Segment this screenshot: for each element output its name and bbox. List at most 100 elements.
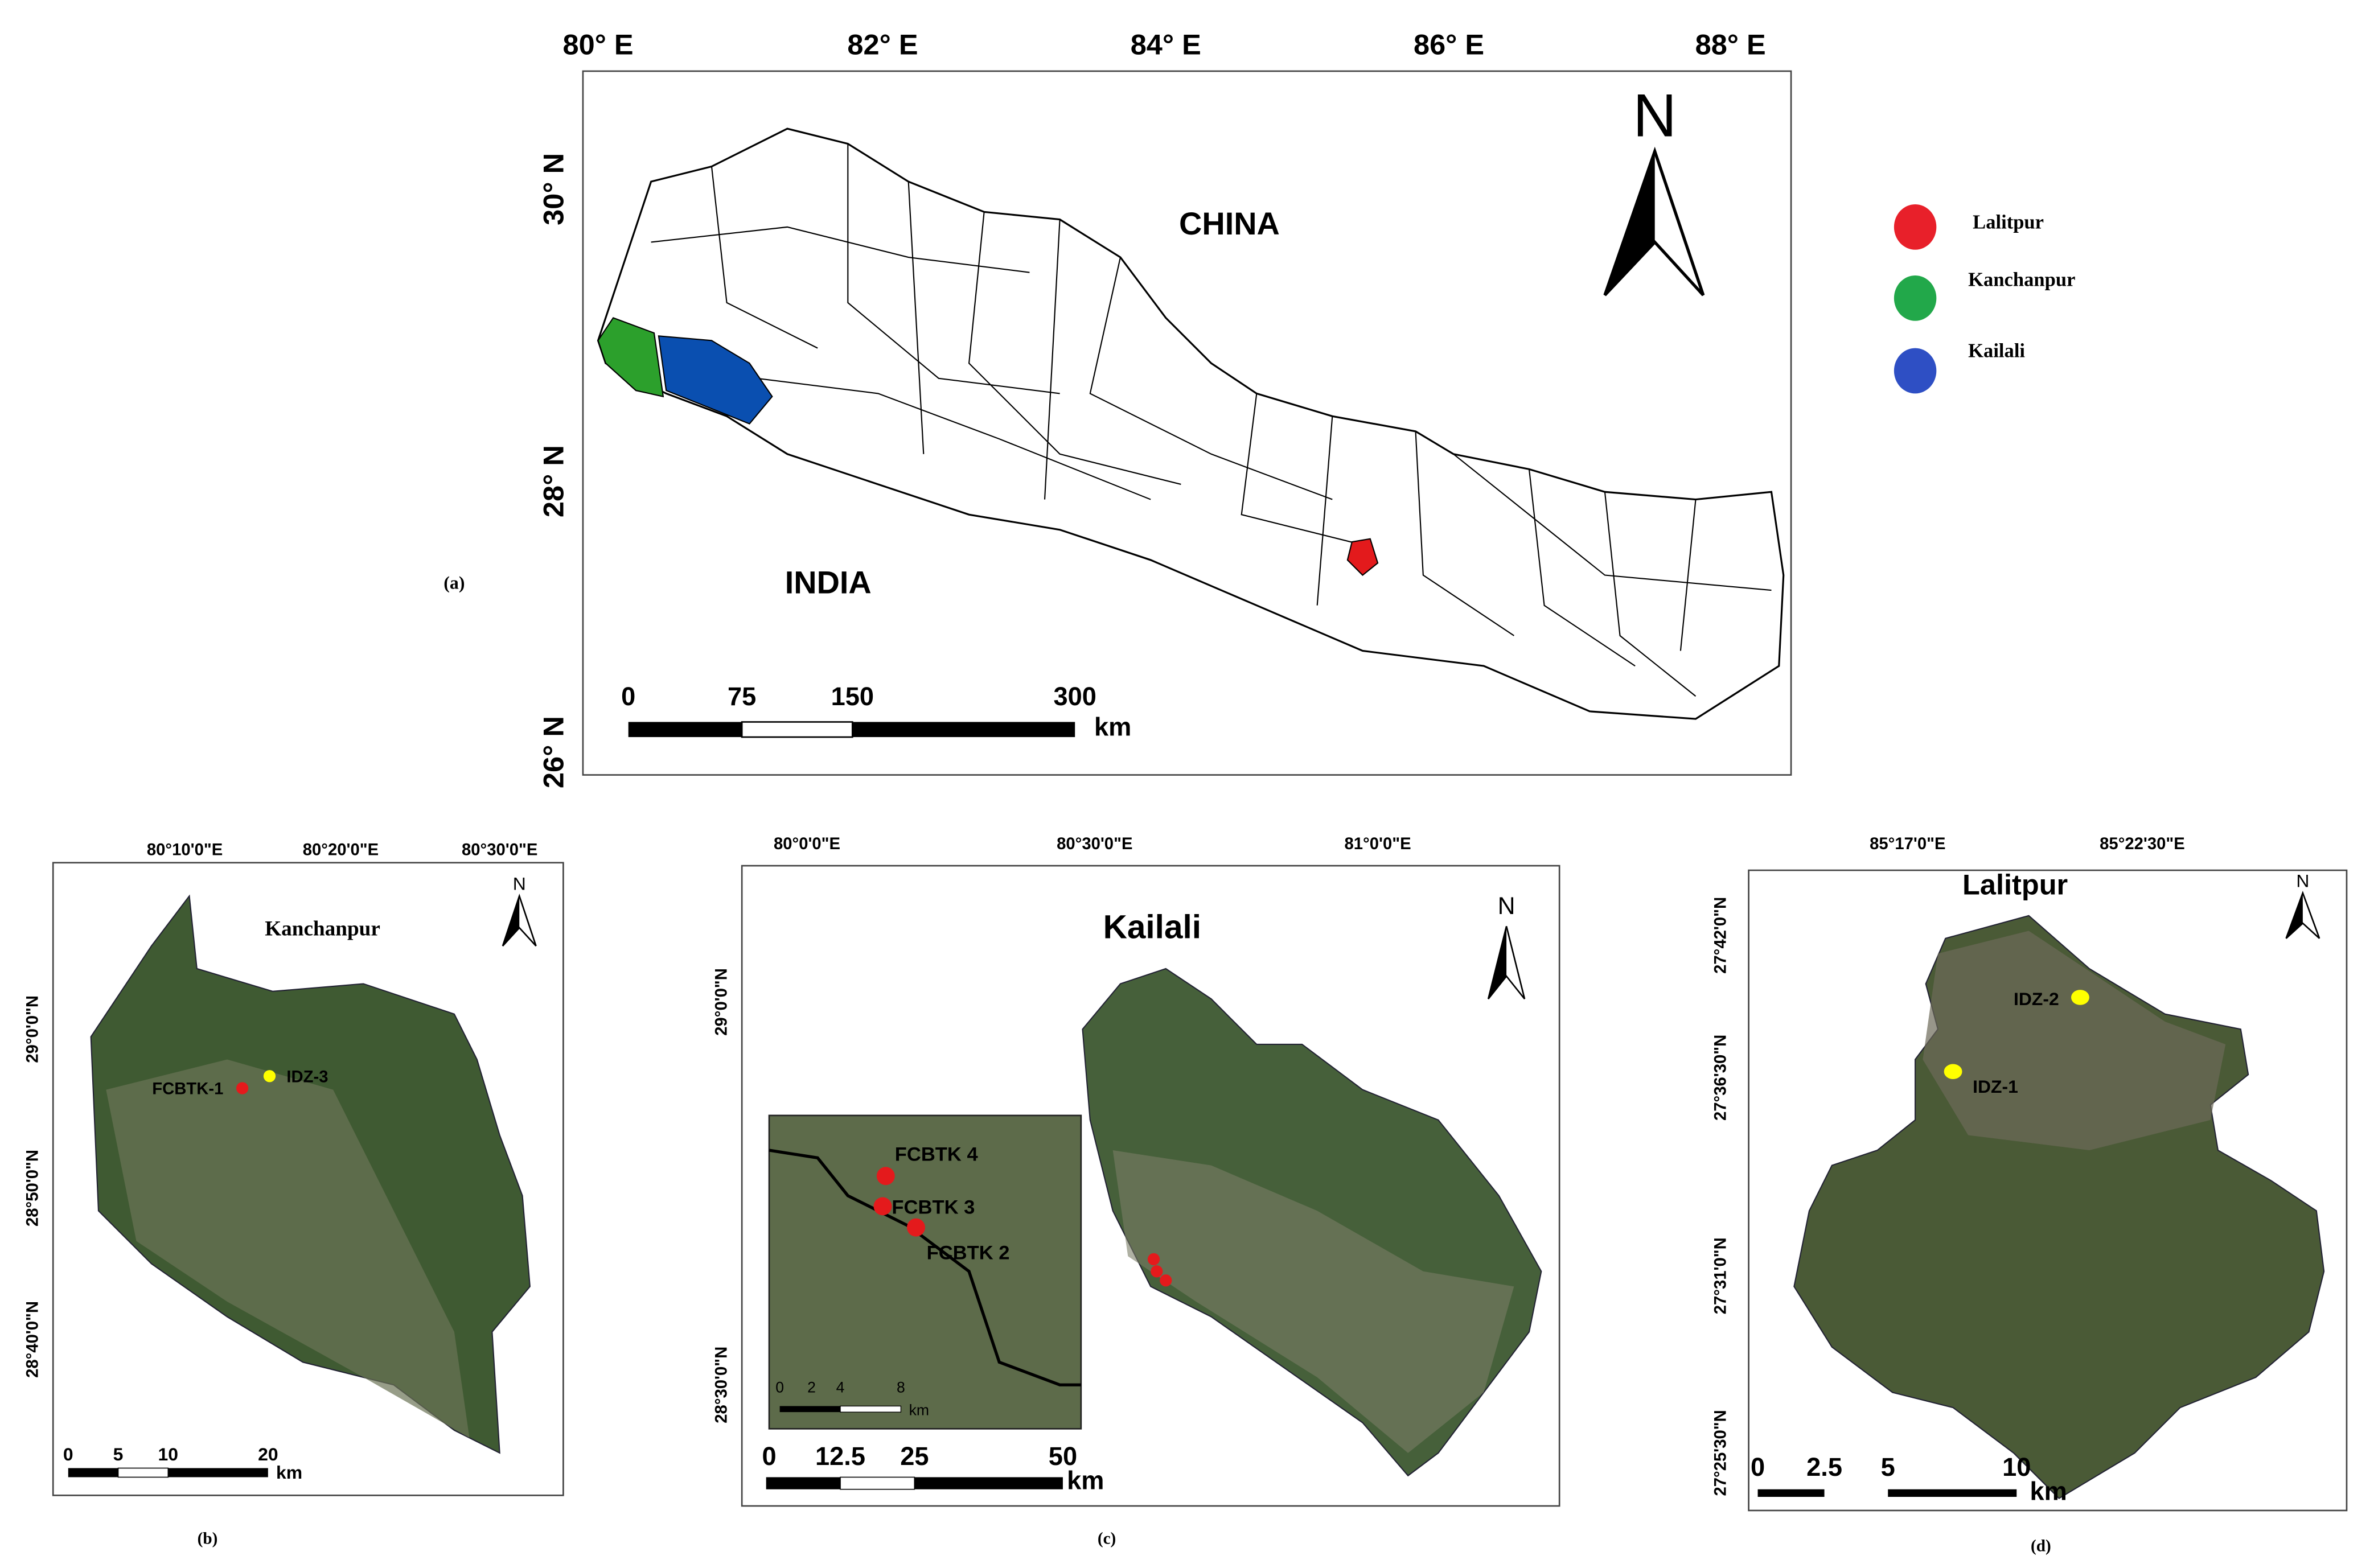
scale-label: 50	[1049, 1442, 1077, 1471]
kanchanpur-district	[597, 317, 664, 398]
north-arrow-half	[1488, 926, 1507, 999]
scale-unit: km	[276, 1462, 302, 1483]
panel-title: Kailali	[1103, 909, 1201, 946]
lat-label: 29°0'0"N	[713, 968, 731, 1036]
scale-label: 10	[158, 1444, 179, 1464]
lon-label: 82° E	[847, 28, 918, 61]
scale-bar	[741, 721, 853, 738]
panel-b: 80°10'0"E 80°20'0"E 80°30'0"E 29°0'0"N 2…	[24, 841, 564, 1548]
scale-label: 0	[621, 682, 635, 711]
north-arrow-half	[2286, 892, 2303, 939]
scale-unit: km	[1094, 712, 1131, 741]
site-marker	[1944, 1064, 1962, 1080]
scale-unit: km	[1067, 1466, 1104, 1495]
lalitpur-district	[1346, 538, 1379, 576]
site-marker	[2071, 990, 2089, 1005]
scale-bar	[68, 1468, 118, 1478]
panel-caption: (b)	[198, 1529, 218, 1548]
scale-label: 10	[2002, 1452, 2031, 1481]
legend-swatch	[1894, 275, 1937, 321]
panel-title: Lalitpur	[1962, 869, 2068, 901]
inset-map	[768, 1114, 1082, 1430]
lat-label: 27°42'0"N	[1712, 897, 1730, 974]
lat-label: 29°0'0"N	[24, 995, 42, 1063]
north-arrow-half	[1604, 151, 1655, 295]
site-marker	[263, 1070, 276, 1083]
scale-label: 2.5	[1806, 1452, 1842, 1481]
scale-label: 0	[775, 1379, 784, 1396]
scale-label: 5	[1881, 1452, 1895, 1481]
site-marker	[236, 1082, 249, 1094]
lat-label: 27°25'30"N	[1712, 1410, 1730, 1496]
map-frame	[741, 865, 1560, 1507]
border-line	[769, 1149, 1081, 1386]
site-marker	[1151, 1265, 1163, 1278]
land-cover	[106, 1059, 470, 1438]
site-label: FCBTK 2	[927, 1242, 1010, 1264]
lat-label: 28°50'0"N	[24, 1150, 42, 1227]
lat-label: 27°31'0"N	[1712, 1237, 1730, 1314]
panel-title: Kanchanpur	[265, 917, 380, 940]
north-label: N	[513, 874, 526, 894]
north-label: N	[1498, 892, 1515, 920]
lon-label: 80°10'0"E	[147, 841, 223, 859]
lon-label: 85°17'0"E	[1870, 835, 1945, 853]
panel-caption: (a)	[443, 573, 465, 592]
scale-bar	[117, 1467, 169, 1478]
scale-label: 0	[762, 1442, 776, 1471]
lat-label: 27°36'30"N	[1712, 1035, 1730, 1121]
scale-bar	[168, 1468, 268, 1478]
scale-unit: km	[909, 1401, 929, 1418]
lat-label: 26° N	[537, 716, 569, 788]
site-marker	[907, 1218, 925, 1237]
north-arrow-half	[503, 896, 520, 946]
site-marker	[876, 1167, 895, 1186]
kailali-district	[658, 335, 773, 425]
scale-label: 2	[807, 1379, 816, 1396]
site-marker	[873, 1197, 892, 1216]
scale-bar	[914, 1477, 1063, 1489]
site-marker	[1160, 1274, 1172, 1287]
scale-bar	[628, 722, 742, 738]
panel-caption: (d)	[2031, 1537, 2051, 1555]
land-cover	[1112, 1150, 1514, 1453]
lon-label: 81°0'0"E	[1345, 835, 1411, 853]
scale-label: 300	[1054, 682, 1096, 711]
panel-caption: (c)	[1098, 1529, 1116, 1548]
country-label: INDIA	[785, 564, 872, 600]
lon-label: 80°30'0"E	[1057, 835, 1132, 853]
legend-label: Lalitpur	[1973, 212, 2044, 233]
lon-label: 85°22'30"E	[2100, 835, 2185, 853]
scale-label: 75	[728, 682, 756, 711]
site-label: FCBTK 4	[895, 1144, 979, 1166]
site-label: FCBTK-1	[152, 1080, 223, 1098]
country-label: CHINA	[1179, 205, 1280, 241]
panel-a: 80° E 82° E 84° E 86° E 88° E 30° N 28° …	[443, 28, 2075, 788]
legend-label: Kailali	[1968, 340, 2025, 362]
lon-label: 84° E	[1131, 28, 1201, 61]
legend-swatch	[1894, 204, 1937, 250]
lat-label: 28° N	[537, 445, 569, 517]
scale-label: 12.5	[815, 1442, 865, 1471]
scale-label: 20	[258, 1444, 278, 1464]
site-marker	[1147, 1253, 1160, 1266]
lon-label: 86° E	[1414, 28, 1484, 61]
scale-unit: km	[2030, 1476, 2067, 1505]
site-label: IDZ-1	[1973, 1076, 2018, 1097]
lon-label: 80°20'0"E	[303, 841, 379, 859]
scale-label: 8	[897, 1379, 905, 1396]
scale-bar	[779, 1406, 841, 1413]
scale-label: 150	[831, 682, 874, 711]
scale-bar	[1757, 1489, 1825, 1497]
site-label: IDZ-3	[286, 1068, 328, 1086]
lon-label: 80° E	[562, 28, 633, 61]
north-label: N	[1633, 81, 1677, 149]
scale-bar	[840, 1405, 902, 1413]
map-frame	[1748, 869, 2348, 1512]
map-frame	[582, 70, 1792, 776]
legend-label: Kanchanpur	[1968, 269, 2075, 291]
north-label: N	[2296, 870, 2309, 891]
panel-d: 85°17'0"E 85°22'30"E 27°42'0"N 27°36'30"…	[1712, 835, 2348, 1555]
lat-label: 28°30'0"N	[713, 1347, 731, 1423]
